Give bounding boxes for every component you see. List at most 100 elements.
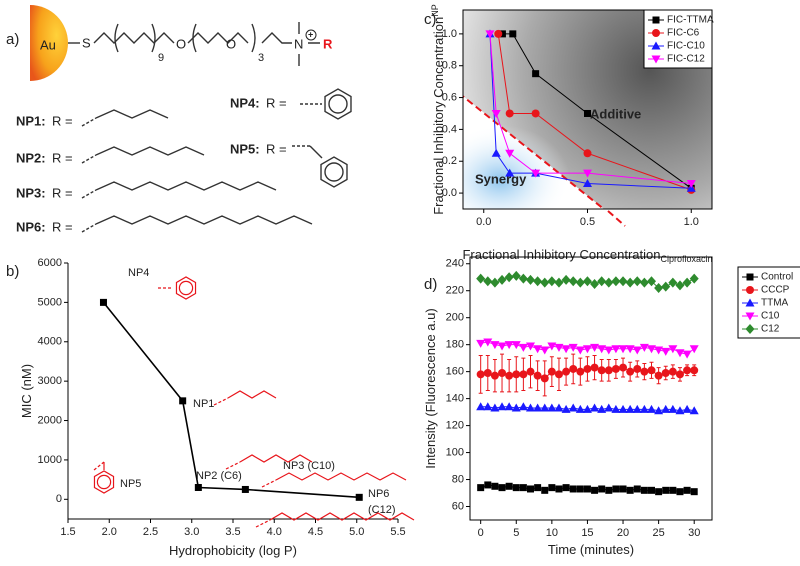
marker [512,370,521,379]
chain [187,32,249,44]
marker [568,343,578,352]
legend-marker [745,324,755,334]
y-axis-label: MIC (nM) [19,364,34,418]
marker [511,403,521,412]
legend-marker [652,29,660,37]
chain [93,32,175,44]
y-tick-label: 120 [446,419,464,431]
marker [611,276,621,287]
marker [625,277,635,288]
marker [604,346,614,355]
annotation: Synergy [475,171,527,186]
marker [655,488,663,496]
legend-label: C10 [761,311,780,322]
marker [491,148,501,157]
x-tick-label: 25 [652,527,664,539]
marker [534,484,542,492]
marker [568,403,578,412]
legend-label: C12 [761,324,780,335]
marker [518,343,528,352]
atom: O [176,36,186,51]
alkyl-chain [227,390,277,399]
panel-label: b) [6,263,19,280]
y-tick-label: 100 [446,446,464,458]
marker [485,30,495,39]
marker [518,273,528,284]
marker [547,403,557,412]
y-tick-label: 1000 [38,454,62,466]
marker [690,366,699,375]
x-tick-label: 1.5 [60,526,75,538]
marker [575,404,585,413]
marker [527,485,534,493]
marker [491,109,501,118]
marker [476,339,486,348]
atom: O [226,36,236,51]
y-axis-label-text: Intensity (Fluorescence a.u) [423,308,438,468]
y-tick-label: 0.2 [442,155,457,167]
marker [497,342,507,351]
marker [518,402,528,411]
legend-label: FIC-C12 [667,54,705,65]
chain [261,32,292,44]
aromatic-ring [96,474,112,490]
marker [582,276,592,287]
x-tick-label: 2.0 [102,526,117,538]
marker [626,486,634,494]
marker [569,364,578,373]
marker [689,345,699,354]
marker [511,341,521,350]
marker [689,406,699,415]
marker [511,270,521,281]
x-tick-label: 3.5 [225,526,240,538]
marker [690,488,698,496]
legend-label: CCCP [761,285,790,296]
attach-bond [81,154,97,164]
y-tick-label: 0.6 [442,91,457,103]
marker [526,367,535,376]
marker [619,485,627,493]
marker [568,276,578,287]
marker [541,486,549,494]
annotation: NP5 [120,478,141,490]
marker [583,149,592,158]
substituent-formula: R = [52,113,73,128]
legend-marker [745,312,755,321]
marker [626,367,635,376]
bracket [114,23,156,53]
attach-bond [261,479,277,488]
marker [583,485,591,493]
marker [605,486,613,494]
alkyl-chain [95,146,205,156]
marker [647,366,656,375]
marker [668,404,678,413]
marker [639,343,649,352]
y-tick-label: 160 [446,366,464,378]
atom: N [294,36,303,51]
marker [483,338,493,347]
scheme: a) Au S 9 O O 3 N + R [6,5,333,81]
marker [179,397,187,405]
marker [661,404,671,413]
y-tick-label: 0.0 [442,187,457,199]
marker [682,350,692,359]
y-tick-label: 180 [446,339,464,351]
marker [554,343,564,352]
marker [633,485,641,493]
marker [598,485,606,493]
y-tick-label: 2000 [38,414,62,426]
marker [547,367,556,376]
marker [509,30,517,38]
series-line [489,33,692,189]
aromatic-ring [324,162,344,182]
marker [675,370,684,379]
attach-bond [93,461,105,471]
legend-label: TTMA [761,298,789,309]
marker [591,486,599,494]
marker [604,366,613,375]
r-group: R [323,36,333,51]
marker [639,404,649,413]
marker [654,346,664,355]
benzene-ring [175,276,197,300]
marker [526,342,535,351]
